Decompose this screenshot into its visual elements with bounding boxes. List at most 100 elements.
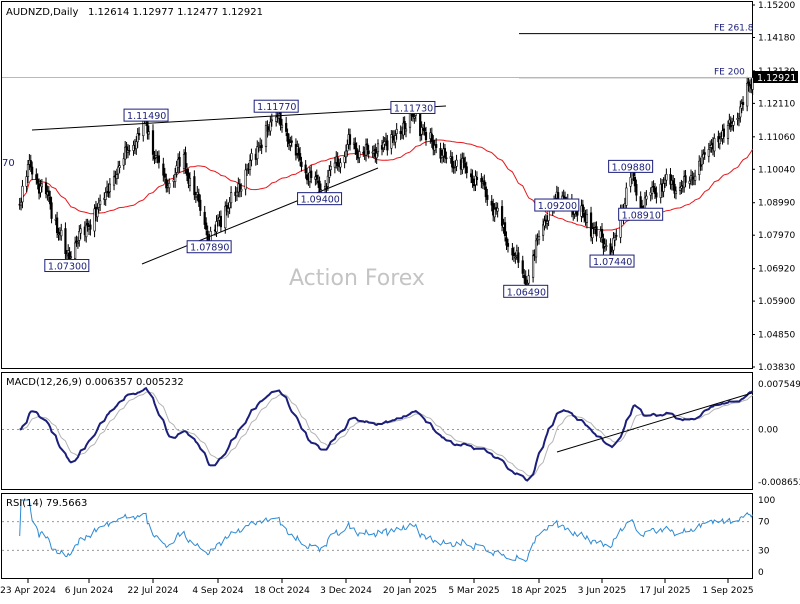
candle xyxy=(250,148,253,167)
candle xyxy=(521,255,524,278)
candle xyxy=(199,194,202,217)
price-tick-label: 1.04850 xyxy=(758,331,795,341)
candle xyxy=(475,171,479,186)
macd-tick-label: -0.008653 xyxy=(758,478,800,488)
candle xyxy=(673,177,676,199)
x-tick-label: 18 Apr 2025 xyxy=(511,586,567,596)
candle xyxy=(511,242,514,261)
candle xyxy=(256,140,259,165)
candle xyxy=(75,235,78,247)
candle xyxy=(505,231,508,251)
x-tick-label: 22 Jul 2024 xyxy=(128,586,179,596)
candle xyxy=(194,191,197,203)
candle xyxy=(112,170,116,191)
candle xyxy=(25,170,28,193)
candle xyxy=(732,115,735,132)
rsi-tick-label: 30 xyxy=(758,546,770,556)
candle xyxy=(238,178,241,198)
candle xyxy=(471,169,474,188)
candle xyxy=(280,118,284,133)
candle xyxy=(420,121,423,141)
candle xyxy=(480,173,483,189)
candle xyxy=(115,168,118,185)
candle xyxy=(89,219,92,236)
candle xyxy=(40,179,43,193)
price-tick-label: 1.12110 xyxy=(758,99,795,109)
candle xyxy=(315,169,318,185)
macd-signal-line xyxy=(19,391,753,477)
candle xyxy=(384,132,388,147)
candle xyxy=(663,174,667,189)
candle xyxy=(403,116,406,136)
candle xyxy=(128,144,131,156)
candle xyxy=(287,133,291,150)
candle xyxy=(290,135,293,148)
price-tick-label: 1.08990 xyxy=(758,199,795,209)
candle xyxy=(665,168,668,187)
candle xyxy=(49,190,52,210)
price-label: 1.07300 xyxy=(44,259,90,273)
candle xyxy=(367,145,370,159)
price-label: 1.07890 xyxy=(186,240,232,254)
candle xyxy=(741,96,745,111)
watermark: Action Forex xyxy=(289,266,425,291)
candle xyxy=(514,252,517,264)
candle xyxy=(240,183,243,198)
candle xyxy=(67,244,70,259)
candle xyxy=(136,128,139,148)
candle xyxy=(439,142,442,163)
candle xyxy=(424,126,428,146)
candle xyxy=(266,120,269,138)
candle xyxy=(157,150,161,169)
candle xyxy=(348,128,352,151)
candle xyxy=(125,141,128,159)
candle xyxy=(394,130,397,149)
ohlc-label: 1.12614 1.12977 1.12477 1.12921 xyxy=(88,7,263,18)
candle xyxy=(713,133,716,157)
candle xyxy=(474,170,477,192)
price-label: 1.06490 xyxy=(503,284,549,298)
candle xyxy=(29,154,32,172)
candle xyxy=(747,77,750,92)
candle xyxy=(649,187,652,202)
candle xyxy=(718,132,721,150)
price-tick-label: 1.03830 xyxy=(758,363,795,373)
x-tick-label: 4 Sep 2024 xyxy=(192,586,244,596)
candle xyxy=(275,111,278,127)
candle xyxy=(740,99,743,114)
candle xyxy=(464,156,467,174)
candle xyxy=(542,218,545,242)
rising-support-line xyxy=(141,167,379,265)
candle xyxy=(653,183,657,199)
price-label: 1.08910 xyxy=(618,207,664,221)
candle xyxy=(662,177,665,198)
macd-line xyxy=(19,386,754,482)
price-label: 1.11730 xyxy=(390,100,436,114)
candle xyxy=(19,197,23,211)
candle xyxy=(346,139,349,157)
candle xyxy=(493,203,496,222)
left-edge-label: 70 xyxy=(2,158,15,169)
candle xyxy=(104,187,107,206)
candle xyxy=(339,158,342,174)
x-tick-label: 5 Mar 2025 xyxy=(448,586,499,596)
candle xyxy=(707,142,710,163)
candle xyxy=(310,164,313,184)
candle xyxy=(503,217,507,242)
rsi-panel-frame xyxy=(1,493,753,579)
candle xyxy=(165,173,168,193)
candle xyxy=(354,137,357,156)
price-label: 1.11770 xyxy=(253,99,299,113)
candle xyxy=(122,152,125,170)
candle xyxy=(605,239,608,251)
candle xyxy=(44,177,48,199)
last-price-text: 1.12921 xyxy=(757,73,796,84)
candle xyxy=(669,168,672,190)
candle xyxy=(188,172,192,192)
candle xyxy=(35,168,38,185)
candle xyxy=(264,120,268,153)
candle xyxy=(36,173,39,190)
candle xyxy=(151,124,155,161)
candle xyxy=(298,147,302,167)
price-label: 1.09400 xyxy=(297,192,343,206)
